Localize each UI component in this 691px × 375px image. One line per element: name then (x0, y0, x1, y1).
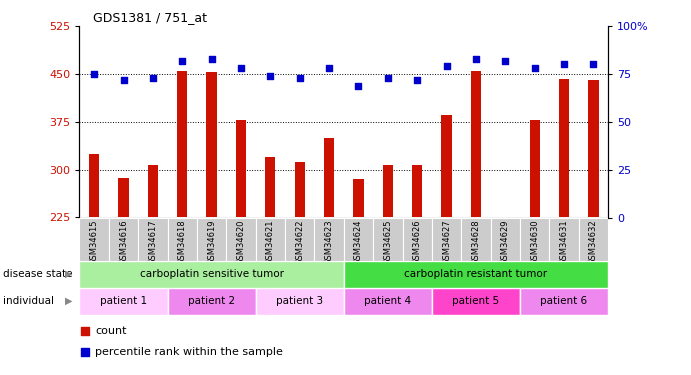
Text: patient 4: patient 4 (364, 296, 411, 306)
Point (236, 65, 247, 71)
Bar (236, 120, 246, 218)
Bar (79, 261, 344, 288)
Bar (578, 217, 608, 261)
Bar (442, 116, 452, 218)
Bar (197, 217, 227, 261)
Text: GSM34630: GSM34630 (530, 220, 539, 265)
Bar (118, 178, 129, 218)
Text: GSM34625: GSM34625 (384, 220, 392, 265)
Bar (344, 261, 608, 288)
Bar (79, 217, 109, 261)
Text: ▶: ▶ (65, 269, 73, 279)
Text: GSM34626: GSM34626 (413, 220, 422, 265)
Point (118, 77, 129, 83)
Point (323, 65, 334, 71)
Bar (529, 120, 540, 218)
Text: count: count (95, 326, 127, 336)
Bar (89, 154, 100, 218)
Text: GSM34628: GSM34628 (471, 220, 480, 265)
Text: GSM34632: GSM34632 (589, 220, 598, 265)
Point (177, 58, 188, 64)
Text: carboplatin sensitive tumor: carboplatin sensitive tumor (140, 269, 283, 279)
Bar (265, 157, 276, 218)
Point (558, 62, 569, 68)
Text: patient 5: patient 5 (453, 296, 500, 306)
Bar (167, 217, 197, 261)
Bar (520, 288, 608, 315)
Text: patient 1: patient 1 (100, 296, 147, 306)
Text: patient 2: patient 2 (188, 296, 235, 306)
Point (500, 58, 511, 64)
Point (471, 56, 482, 62)
Point (79, 328, 91, 334)
Bar (344, 217, 373, 261)
Text: percentile rank within the sample: percentile rank within the sample (95, 347, 283, 357)
Bar (344, 288, 432, 315)
Bar (148, 165, 158, 218)
Bar (79, 288, 167, 315)
Bar (471, 71, 481, 217)
Bar (402, 217, 432, 261)
Bar (138, 217, 167, 261)
Bar (588, 80, 598, 218)
Text: GSM34624: GSM34624 (354, 220, 363, 265)
Bar (207, 72, 217, 217)
Text: GSM34618: GSM34618 (178, 220, 187, 265)
Text: GSM34615: GSM34615 (90, 220, 99, 265)
Point (529, 65, 540, 71)
Text: ▶: ▶ (65, 296, 73, 306)
Point (265, 73, 276, 79)
Text: carboplatin resistant tumor: carboplatin resistant tumor (404, 269, 547, 279)
Bar (432, 288, 520, 315)
Text: GSM34623: GSM34623 (325, 220, 334, 265)
Bar (314, 217, 343, 261)
Bar (227, 217, 256, 261)
Text: GSM34627: GSM34627 (442, 220, 451, 265)
Bar (324, 138, 334, 218)
Text: GSM34617: GSM34617 (149, 220, 158, 265)
Text: GSM34619: GSM34619 (207, 220, 216, 265)
Bar (256, 217, 285, 261)
Bar (462, 217, 491, 261)
Text: GSM34629: GSM34629 (501, 220, 510, 265)
Bar (383, 165, 393, 218)
Text: GSM34616: GSM34616 (119, 220, 128, 265)
Point (147, 75, 158, 81)
Bar (491, 217, 520, 261)
Point (382, 75, 393, 81)
Bar (559, 78, 569, 218)
Point (88, 71, 100, 77)
Point (588, 62, 599, 68)
Text: GSM34622: GSM34622 (295, 220, 304, 265)
Text: patient 3: patient 3 (276, 296, 323, 306)
Text: individual: individual (3, 296, 55, 306)
Text: GSM34631: GSM34631 (560, 220, 569, 265)
Bar (177, 71, 187, 217)
Text: GDS1381 / 751_at: GDS1381 / 751_at (93, 11, 207, 24)
Point (79, 349, 91, 355)
Text: disease state: disease state (3, 269, 73, 279)
Bar (285, 217, 314, 261)
Point (294, 75, 305, 81)
Point (206, 56, 217, 62)
Bar (167, 288, 256, 315)
Bar (256, 288, 343, 315)
Text: GSM34621: GSM34621 (266, 220, 275, 265)
Point (412, 77, 423, 83)
Text: GSM34620: GSM34620 (236, 220, 245, 265)
Bar (549, 217, 578, 261)
Point (441, 63, 452, 69)
Bar (109, 217, 138, 261)
Text: patient 6: patient 6 (540, 296, 587, 306)
Bar (520, 217, 549, 261)
Point (353, 82, 364, 88)
Bar (432, 217, 462, 261)
Bar (373, 217, 402, 261)
Bar (294, 162, 305, 218)
Bar (412, 165, 422, 218)
Bar (353, 179, 363, 218)
